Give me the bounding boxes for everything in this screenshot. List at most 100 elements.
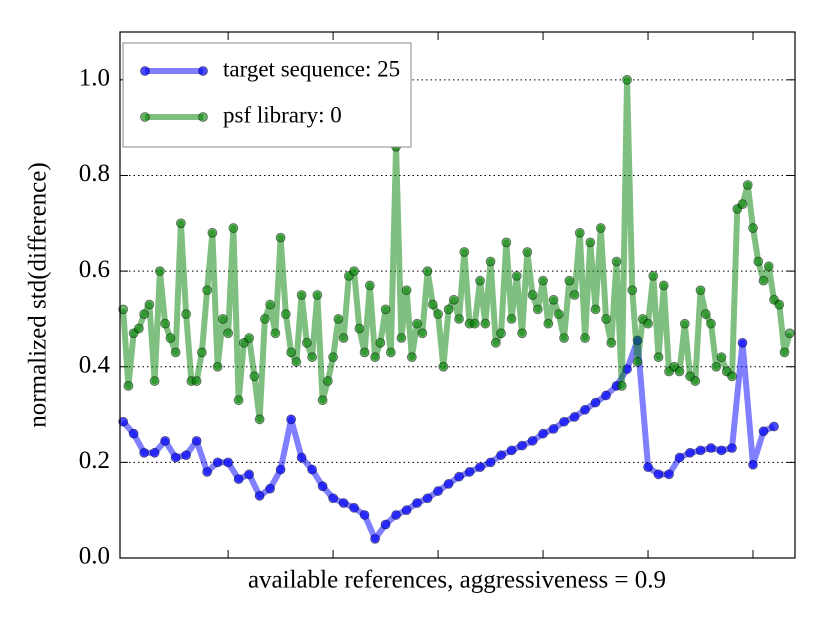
data-point bbox=[149, 376, 160, 386]
data-point bbox=[763, 261, 774, 272]
data-point bbox=[758, 426, 769, 437]
data-point bbox=[301, 337, 312, 348]
data-point bbox=[737, 337, 748, 348]
data-point bbox=[601, 314, 611, 324]
data-point bbox=[317, 395, 328, 406]
legend-label: target sequence: 25 bbox=[223, 56, 400, 81]
data-point bbox=[291, 357, 302, 367]
data-point bbox=[711, 361, 722, 372]
data-point bbox=[485, 256, 496, 267]
data-point bbox=[543, 318, 554, 329]
data-point bbox=[202, 467, 213, 477]
data-point bbox=[506, 445, 517, 456]
data-point bbox=[574, 227, 585, 238]
data-point bbox=[422, 266, 433, 276]
data-point bbox=[223, 457, 234, 468]
data-point bbox=[312, 290, 323, 300]
data-point bbox=[779, 347, 790, 358]
data-point bbox=[511, 270, 522, 281]
data-point bbox=[406, 352, 417, 363]
data-point bbox=[118, 416, 129, 427]
data-point bbox=[632, 357, 643, 367]
data-point bbox=[585, 237, 596, 248]
data-point bbox=[160, 318, 171, 329]
data-point bbox=[517, 328, 527, 339]
data-point bbox=[296, 452, 307, 463]
data-point bbox=[580, 333, 590, 343]
data-point bbox=[469, 318, 480, 329]
data-point bbox=[648, 270, 659, 281]
data-point bbox=[601, 390, 611, 401]
legend-marker bbox=[198, 112, 208, 122]
data-point bbox=[349, 502, 359, 513]
legend: target sequence: 25 psf library: 0 bbox=[122, 42, 412, 148]
data-point bbox=[207, 227, 218, 238]
data-point bbox=[280, 309, 291, 320]
data-point bbox=[380, 519, 391, 530]
data-point bbox=[643, 462, 653, 473]
data-point bbox=[569, 290, 580, 300]
y-axis-label: normalized std(difference) bbox=[25, 162, 52, 427]
data-point bbox=[370, 352, 380, 363]
x-axis-label: available references, aggressiveness = 0… bbox=[248, 567, 666, 594]
data-point bbox=[784, 328, 795, 339]
data-point bbox=[270, 328, 281, 339]
data-point bbox=[191, 435, 202, 446]
data-point bbox=[464, 467, 475, 477]
data-point bbox=[548, 294, 559, 305]
data-point bbox=[191, 376, 202, 386]
data-point bbox=[181, 309, 192, 320]
data-point bbox=[716, 445, 727, 456]
legend-marker bbox=[140, 66, 150, 76]
data-point bbox=[737, 199, 748, 210]
data-point bbox=[658, 280, 669, 291]
plot-frame bbox=[119, 31, 796, 559]
data-point bbox=[758, 275, 769, 286]
y-tick-label: 0.6 bbox=[79, 256, 110, 283]
data-point bbox=[212, 457, 223, 468]
data-point bbox=[128, 428, 139, 439]
data-point bbox=[501, 237, 512, 248]
data-point bbox=[622, 74, 632, 85]
data-point bbox=[149, 447, 160, 458]
data-point bbox=[401, 285, 412, 296]
data-point bbox=[328, 352, 339, 363]
data-point bbox=[522, 247, 533, 257]
data-point bbox=[254, 414, 265, 425]
data-point bbox=[359, 347, 370, 358]
data-point bbox=[438, 361, 449, 372]
data-point bbox=[181, 450, 192, 461]
data-point bbox=[569, 412, 580, 422]
data-point bbox=[448, 294, 459, 305]
data-point bbox=[349, 266, 359, 276]
legend-marker bbox=[198, 66, 208, 76]
data-point bbox=[228, 223, 239, 233]
data-point bbox=[380, 304, 391, 315]
y-tick-label: 1.0 bbox=[79, 65, 110, 92]
data-point bbox=[364, 280, 375, 291]
data-point bbox=[685, 447, 695, 458]
data-point bbox=[706, 318, 716, 329]
data-point bbox=[475, 275, 485, 286]
data-point bbox=[653, 352, 664, 363]
data-point bbox=[590, 397, 601, 408]
data-point bbox=[643, 318, 653, 329]
data-point bbox=[417, 328, 428, 339]
data-point bbox=[307, 352, 318, 363]
data-point bbox=[338, 333, 349, 343]
data-point bbox=[532, 304, 543, 315]
data-point bbox=[170, 452, 181, 463]
data-point bbox=[401, 505, 412, 516]
data-point bbox=[753, 256, 764, 267]
data-point bbox=[527, 290, 538, 300]
data-point bbox=[595, 223, 606, 233]
data-point bbox=[485, 457, 496, 468]
y-tick-label: 0.0 bbox=[79, 543, 110, 570]
data-point bbox=[454, 314, 464, 324]
data-point bbox=[286, 347, 297, 358]
data-point bbox=[443, 478, 454, 489]
data-point bbox=[259, 314, 270, 324]
data-point bbox=[496, 328, 506, 339]
data-point bbox=[217, 314, 228, 324]
